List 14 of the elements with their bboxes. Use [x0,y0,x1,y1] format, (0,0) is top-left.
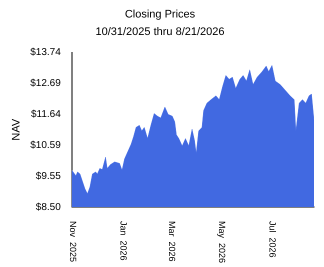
x-tick-label: Mar 2026 [166,221,177,262]
x-tick-label: Jul 2026 [268,221,278,258]
chart-title: Closing Prices [124,8,196,21]
y-tick-label: $13.74 [30,47,62,58]
x-tick-label: May 2026 [217,221,228,264]
y-tick-label: $12.69 [30,78,62,90]
y-axis-title: NAV [10,118,23,141]
x-tick-label: Jan 2026 [118,221,128,261]
x-tick-label: Nov 2025 [68,221,78,262]
chart-subtitle: 10/31/2025 thru 8/21/2026 [95,26,225,38]
y-tick-label: $10.59 [30,140,62,152]
y-tick-label: $8.50 [36,202,62,213]
y-tick-label: $9.55 [36,170,62,182]
y-tick-label: $11.64 [30,109,62,120]
